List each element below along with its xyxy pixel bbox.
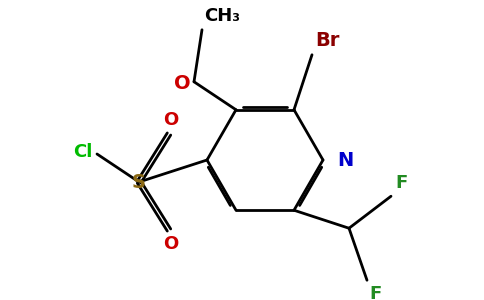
Text: O: O — [164, 235, 179, 253]
Text: F: F — [369, 285, 381, 300]
Text: F: F — [395, 174, 407, 192]
Text: S: S — [132, 172, 146, 191]
Text: N: N — [337, 151, 353, 169]
Text: O: O — [164, 111, 179, 129]
Text: Cl: Cl — [74, 143, 93, 161]
Text: CH₃: CH₃ — [204, 7, 240, 25]
Text: O: O — [174, 74, 191, 93]
Text: Br: Br — [315, 31, 339, 50]
